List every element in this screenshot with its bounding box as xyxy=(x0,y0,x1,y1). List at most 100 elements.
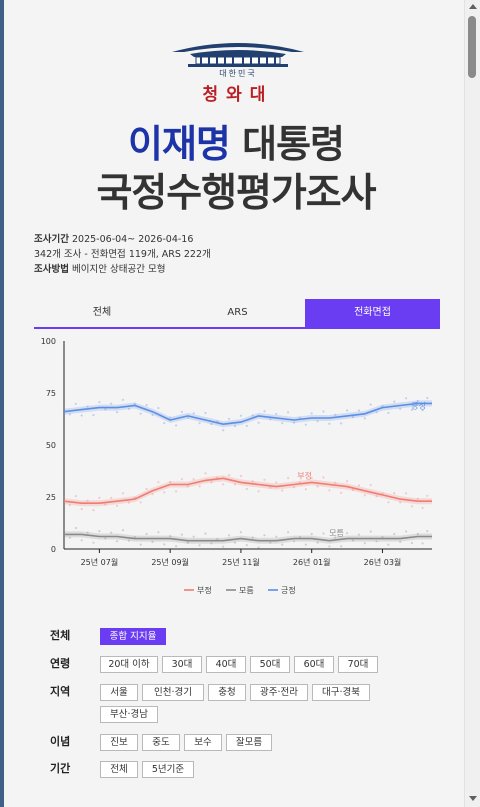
survey-period-label: 조사기간 xyxy=(34,234,69,245)
series-point xyxy=(151,493,154,496)
series-point xyxy=(110,496,113,499)
series-point xyxy=(62,528,66,531)
page-title-line2: 국정수행평가조사 xyxy=(96,171,376,216)
series-point xyxy=(304,488,307,491)
series-point xyxy=(357,409,360,412)
chip-period-all[interactable]: 전체 xyxy=(100,761,138,778)
filter-label-region: 지역 xyxy=(50,685,71,698)
series-point xyxy=(180,533,183,536)
series-point xyxy=(269,418,272,421)
series-point xyxy=(233,425,237,428)
series-point xyxy=(98,401,101,404)
series-point xyxy=(416,399,419,402)
series-point xyxy=(399,501,402,504)
series-point xyxy=(139,543,142,546)
series-point xyxy=(387,411,390,414)
chip-overall-approval[interactable]: 종합 지지율 xyxy=(100,628,166,645)
chip-ideology-progressive[interactable]: 진보 xyxy=(100,734,138,751)
series-point xyxy=(281,422,284,425)
series-point xyxy=(387,543,390,546)
series-point xyxy=(421,506,424,510)
series-point xyxy=(426,494,429,497)
series-point xyxy=(92,414,95,417)
series-point xyxy=(410,541,413,545)
series-point xyxy=(381,405,384,408)
series-point xyxy=(180,478,183,481)
series-point xyxy=(86,405,89,408)
chip-age-60s[interactable]: 60대 xyxy=(294,656,334,673)
series-point xyxy=(80,414,83,417)
series-point xyxy=(245,487,248,491)
series-point xyxy=(393,400,396,403)
series-point xyxy=(298,416,301,419)
tab-all[interactable]: 전체 xyxy=(92,307,112,318)
chip-region-gwangju-jeolla[interactable]: 광주·전라 xyxy=(250,684,308,701)
series-point xyxy=(351,416,355,419)
series-point xyxy=(405,530,408,533)
scroll-thumb[interactable] xyxy=(468,16,476,78)
series-point xyxy=(116,411,119,414)
series-point xyxy=(346,532,349,535)
chip-region-busan-gyeongnam[interactable]: 부산·경남 xyxy=(100,706,158,723)
chip-period-5yr[interactable]: 5년기준 xyxy=(142,761,194,778)
scroll-up-arrow-icon[interactable] xyxy=(469,4,477,9)
series-point xyxy=(328,545,331,548)
series-line-0 xyxy=(63,402,432,426)
series-point xyxy=(287,411,290,414)
series-point xyxy=(228,417,231,420)
vertical-scrollbar[interactable] xyxy=(464,0,480,807)
series-point xyxy=(410,505,413,508)
chip-ideology-unknown[interactable]: 잘모름 xyxy=(226,734,272,751)
scroll-down-arrow-icon[interactable] xyxy=(469,796,477,801)
series-point xyxy=(86,499,89,502)
series-point xyxy=(304,543,307,546)
legend-label: 부정 xyxy=(197,585,212,595)
series-point xyxy=(175,490,178,493)
chip-region-chungcheong[interactable]: 충청 xyxy=(208,684,246,701)
chip-age-70s[interactable]: 70대 xyxy=(338,656,378,673)
chip-age-50s[interactable]: 50대 xyxy=(250,656,290,673)
tab-ars[interactable]: ARS xyxy=(227,307,248,318)
series-point xyxy=(104,408,107,411)
survey-count: 342개 조사 - 전화면접 119개, ARS 222개 xyxy=(34,249,211,260)
chip-region-daegu-gyeongbuk[interactable]: 대구·경북 xyxy=(312,684,370,701)
series-point xyxy=(292,540,296,543)
chip-region-incheon-gyeonggi[interactable]: 인천·경기 xyxy=(142,684,204,701)
series-band-0 xyxy=(64,400,432,428)
chip-region-seoul[interactable]: 서울 xyxy=(100,684,138,701)
legend-label: 모름 xyxy=(239,586,254,595)
cheongwadae-logo: 대한민국 청와대 xyxy=(168,38,308,105)
chip-ideology-conservative[interactable]: 보수 xyxy=(184,734,222,751)
series-point xyxy=(405,397,408,400)
series-point xyxy=(393,532,396,536)
series-point xyxy=(363,542,366,545)
series-point xyxy=(316,485,319,488)
series-point xyxy=(121,529,125,532)
series-point xyxy=(210,481,213,484)
series-point xyxy=(222,545,225,548)
series-label: 부정 xyxy=(297,470,312,480)
chip-age-40s[interactable]: 40대 xyxy=(206,656,246,673)
chip-ideology-moderate[interactable]: 중도 xyxy=(142,734,180,751)
chip-age-30s[interactable]: 30대 xyxy=(162,656,202,673)
series-point xyxy=(322,476,325,479)
x-tick-label: 26년 01월 xyxy=(293,557,331,567)
y-tick-label: 25 xyxy=(46,493,56,502)
tab-phone-interview[interactable]: 전화면접 xyxy=(305,299,440,327)
series-point xyxy=(222,483,225,486)
survey-method: 조사방법 베이지안 상태공간 모형 xyxy=(34,261,165,275)
series-line-1 xyxy=(63,477,432,504)
mode-tabs: 전체 ARS 전화면접 xyxy=(34,299,440,329)
series-point xyxy=(68,504,71,507)
series-point xyxy=(127,407,130,410)
filter-label-age: 연령 xyxy=(50,657,71,670)
survey-period: 조사기간 2025-06-04~ 2026-04-16 xyxy=(34,231,193,245)
series-point xyxy=(186,416,189,419)
series-point xyxy=(281,543,284,546)
series-point xyxy=(192,412,195,415)
series-point xyxy=(251,536,254,539)
series-point xyxy=(363,417,366,420)
chip-age-20s-under[interactable]: 20대 이하 xyxy=(100,656,158,673)
series-point xyxy=(86,531,89,534)
page-title-line1: 이재명 대통령 xyxy=(8,113,464,168)
